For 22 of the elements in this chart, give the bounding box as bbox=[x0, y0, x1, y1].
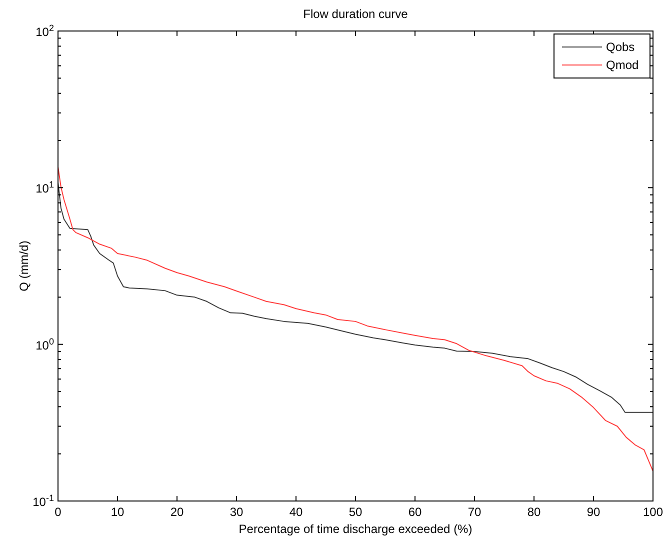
y-axis-title: Q (mm/d) bbox=[17, 240, 31, 292]
x-tick-label: 100 bbox=[642, 505, 664, 519]
legend-label: Qmod bbox=[606, 58, 639, 72]
x-tick-label: 80 bbox=[527, 505, 541, 519]
x-tick-label: 60 bbox=[408, 505, 422, 519]
x-tick-label: 30 bbox=[230, 505, 244, 519]
x-axis-title: Percentage of time discharge exceeded (%) bbox=[238, 522, 472, 536]
x-tick-label: 0 bbox=[54, 505, 62, 519]
x-tick-label: 20 bbox=[170, 505, 184, 519]
x-tick-label: 50 bbox=[348, 505, 362, 519]
x-tick-label: 40 bbox=[289, 505, 303, 519]
y-tick-label: 10$^{2}$ bbox=[36, 23, 54, 39]
chart-title: Flow duration curve bbox=[303, 7, 408, 21]
line-series bbox=[58, 166, 654, 472]
y-tick-label: 10$^{0}$ bbox=[36, 336, 54, 352]
x-tick-label: 10 bbox=[110, 505, 124, 519]
x-tick-label: 70 bbox=[468, 505, 482, 519]
x-tick-label: 90 bbox=[586, 505, 600, 519]
y-tick-label: 10$^{1}$ bbox=[36, 180, 54, 196]
y-tick-label: 10$^{-1}$ bbox=[32, 493, 54, 509]
line-series bbox=[58, 182, 654, 413]
legend-label: Qobs bbox=[606, 40, 635, 54]
